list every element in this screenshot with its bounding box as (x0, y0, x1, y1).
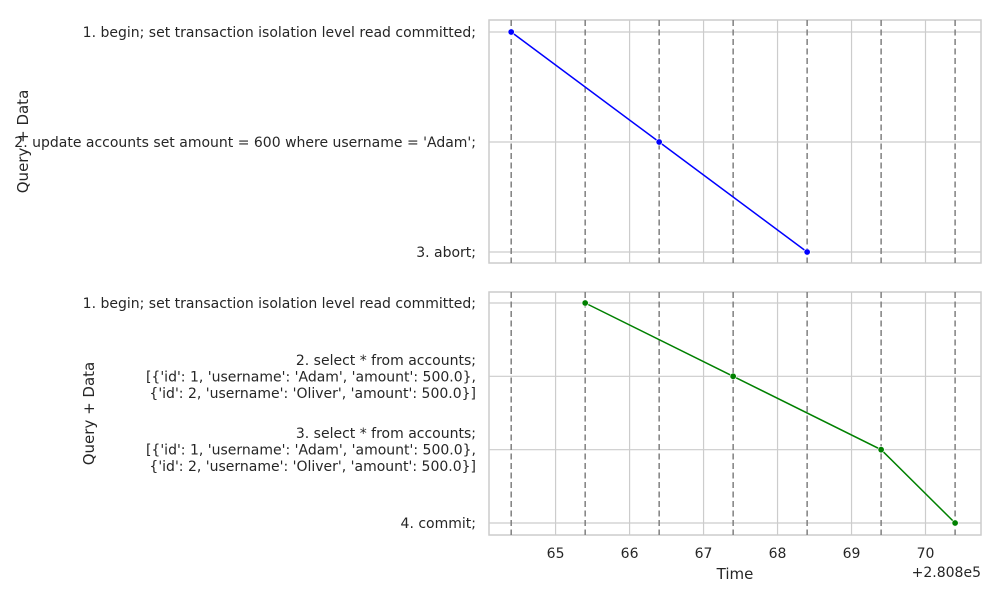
x-offset-label: +2.808e5 (912, 565, 981, 581)
y-tick-label-line: 1. begin; set transaction isolation leve… (83, 296, 476, 312)
data-point (803, 248, 811, 256)
x-tick-label: 66 (621, 546, 639, 562)
y-axis-label: Query + Data (80, 362, 98, 466)
x-axis-label: Time (716, 565, 754, 583)
y-tick-label-line: 4. commit; (401, 516, 476, 532)
y-tick-label-line: {'id': 2, 'username': 'Oliver', 'amount'… (149, 386, 476, 402)
axes-frame (488, 291, 982, 536)
y-tick-label-line: 2. select * from accounts; (296, 353, 476, 369)
y-tick-label: 1. begin; set transaction isolation leve… (83, 296, 476, 312)
x-tick-label: 65 (547, 546, 565, 562)
y-tick-label-line: 1. begin; set transaction isolation leve… (83, 25, 476, 41)
x-tick-label: 69 (843, 546, 861, 562)
data-point (507, 28, 515, 36)
y-axis-label: Query + Data (14, 90, 32, 194)
x-tick-label: 67 (695, 546, 713, 562)
y-tick-label-line: 2. update accounts set amount = 600 wher… (14, 135, 476, 151)
series-line (584, 302, 956, 524)
panel-2: 1. begin; set transaction isolation leve… (80, 291, 982, 583)
y-tick-label: 2. select * from accounts; [{'id': 1, 'us… (146, 353, 476, 402)
x-tick-label: 68 (769, 546, 787, 562)
data-point (655, 138, 663, 146)
panel-1: 1. begin; set transaction isolation leve… (14, 19, 982, 264)
y-tick-label: 1. begin; set transaction isolation leve… (83, 25, 476, 41)
data-point (877, 446, 885, 454)
y-tick-label-line: {'id': 2, 'username': 'Oliver', 'amount'… (149, 459, 476, 475)
y-tick-label: 3. abort; (416, 245, 476, 261)
x-tick-label: 70 (917, 546, 935, 562)
data-point (729, 372, 737, 380)
axes-frame (488, 19, 982, 264)
y-tick-label: 4. commit; (401, 516, 476, 532)
y-tick-label: 2. update accounts set amount = 600 wher… (14, 135, 476, 151)
y-tick-label-line: [{'id': 1, 'username': 'Adam', 'amount':… (146, 369, 476, 385)
y-tick-label-line: [{'id': 1, 'username': 'Adam', 'amount':… (146, 443, 476, 459)
y-tick-label-line: 3. abort; (416, 245, 476, 261)
data-point (951, 519, 959, 527)
data-point (581, 299, 589, 307)
y-tick-label: 3. select * from accounts; [{'id': 1, 'us… (146, 426, 476, 475)
y-tick-label-line: 3. select * from accounts; (296, 426, 476, 442)
